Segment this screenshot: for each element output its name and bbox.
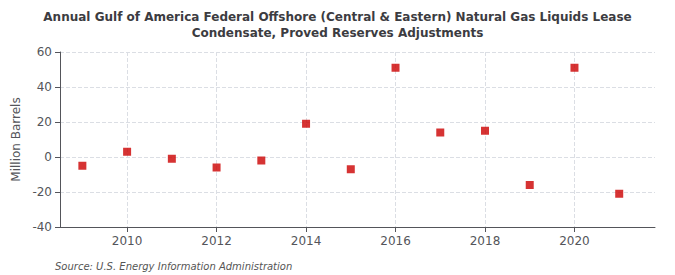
svg-text:Annual Gulf of America Federal: Annual Gulf of America Federal Offshore … [43, 10, 631, 24]
svg-text:40: 40 [37, 80, 52, 94]
svg-text:2020: 2020 [559, 234, 590, 248]
svg-text:Source: U.S. Energy Informatio: Source: U.S. Energy Information Administ… [55, 261, 292, 272]
svg-text:-40: -40 [32, 220, 52, 234]
svg-text:2010: 2010 [112, 234, 143, 248]
svg-text:2012: 2012 [201, 234, 232, 248]
svg-text:Condensate, Proved Reserves Ad: Condensate, Proved Reserves Adjustments [192, 26, 484, 40]
svg-text:20: 20 [37, 115, 52, 129]
svg-text:2018: 2018 [470, 234, 501, 248]
svg-text:2014: 2014 [291, 234, 322, 248]
svg-text:Million Barrels: Million Barrels [9, 97, 23, 181]
svg-text:0: 0 [44, 150, 52, 164]
svg-text:60: 60 [37, 45, 52, 59]
svg-text:2016: 2016 [380, 234, 411, 248]
svg-text:-20: -20 [32, 185, 52, 199]
